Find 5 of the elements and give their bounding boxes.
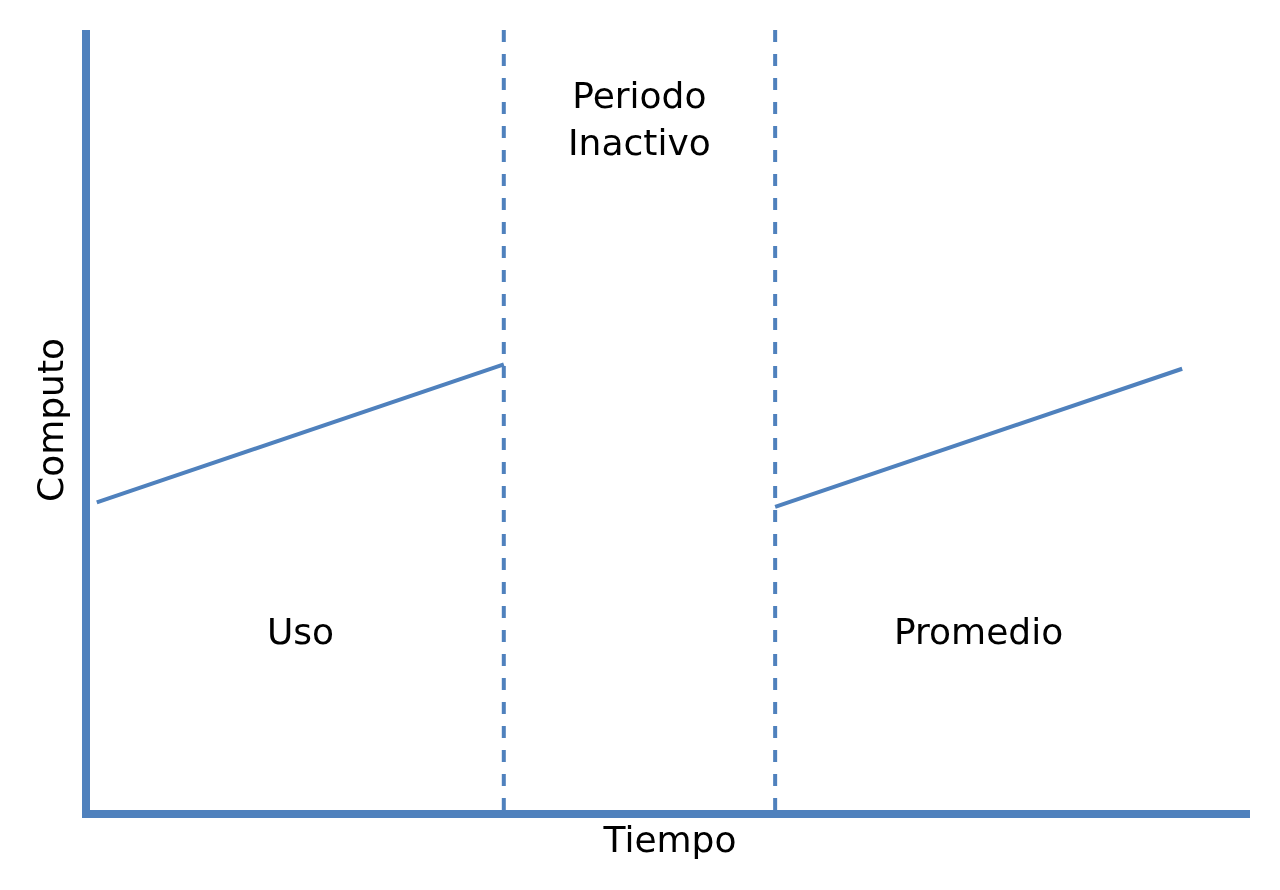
x-axis-title: Tiempo	[602, 818, 737, 860]
annotation: Promedio	[894, 611, 1064, 652]
y-axis-title: Computo	[30, 337, 72, 503]
text: Periodo Inactivo	[568, 75, 711, 163]
annotation: Uso	[267, 611, 335, 652]
